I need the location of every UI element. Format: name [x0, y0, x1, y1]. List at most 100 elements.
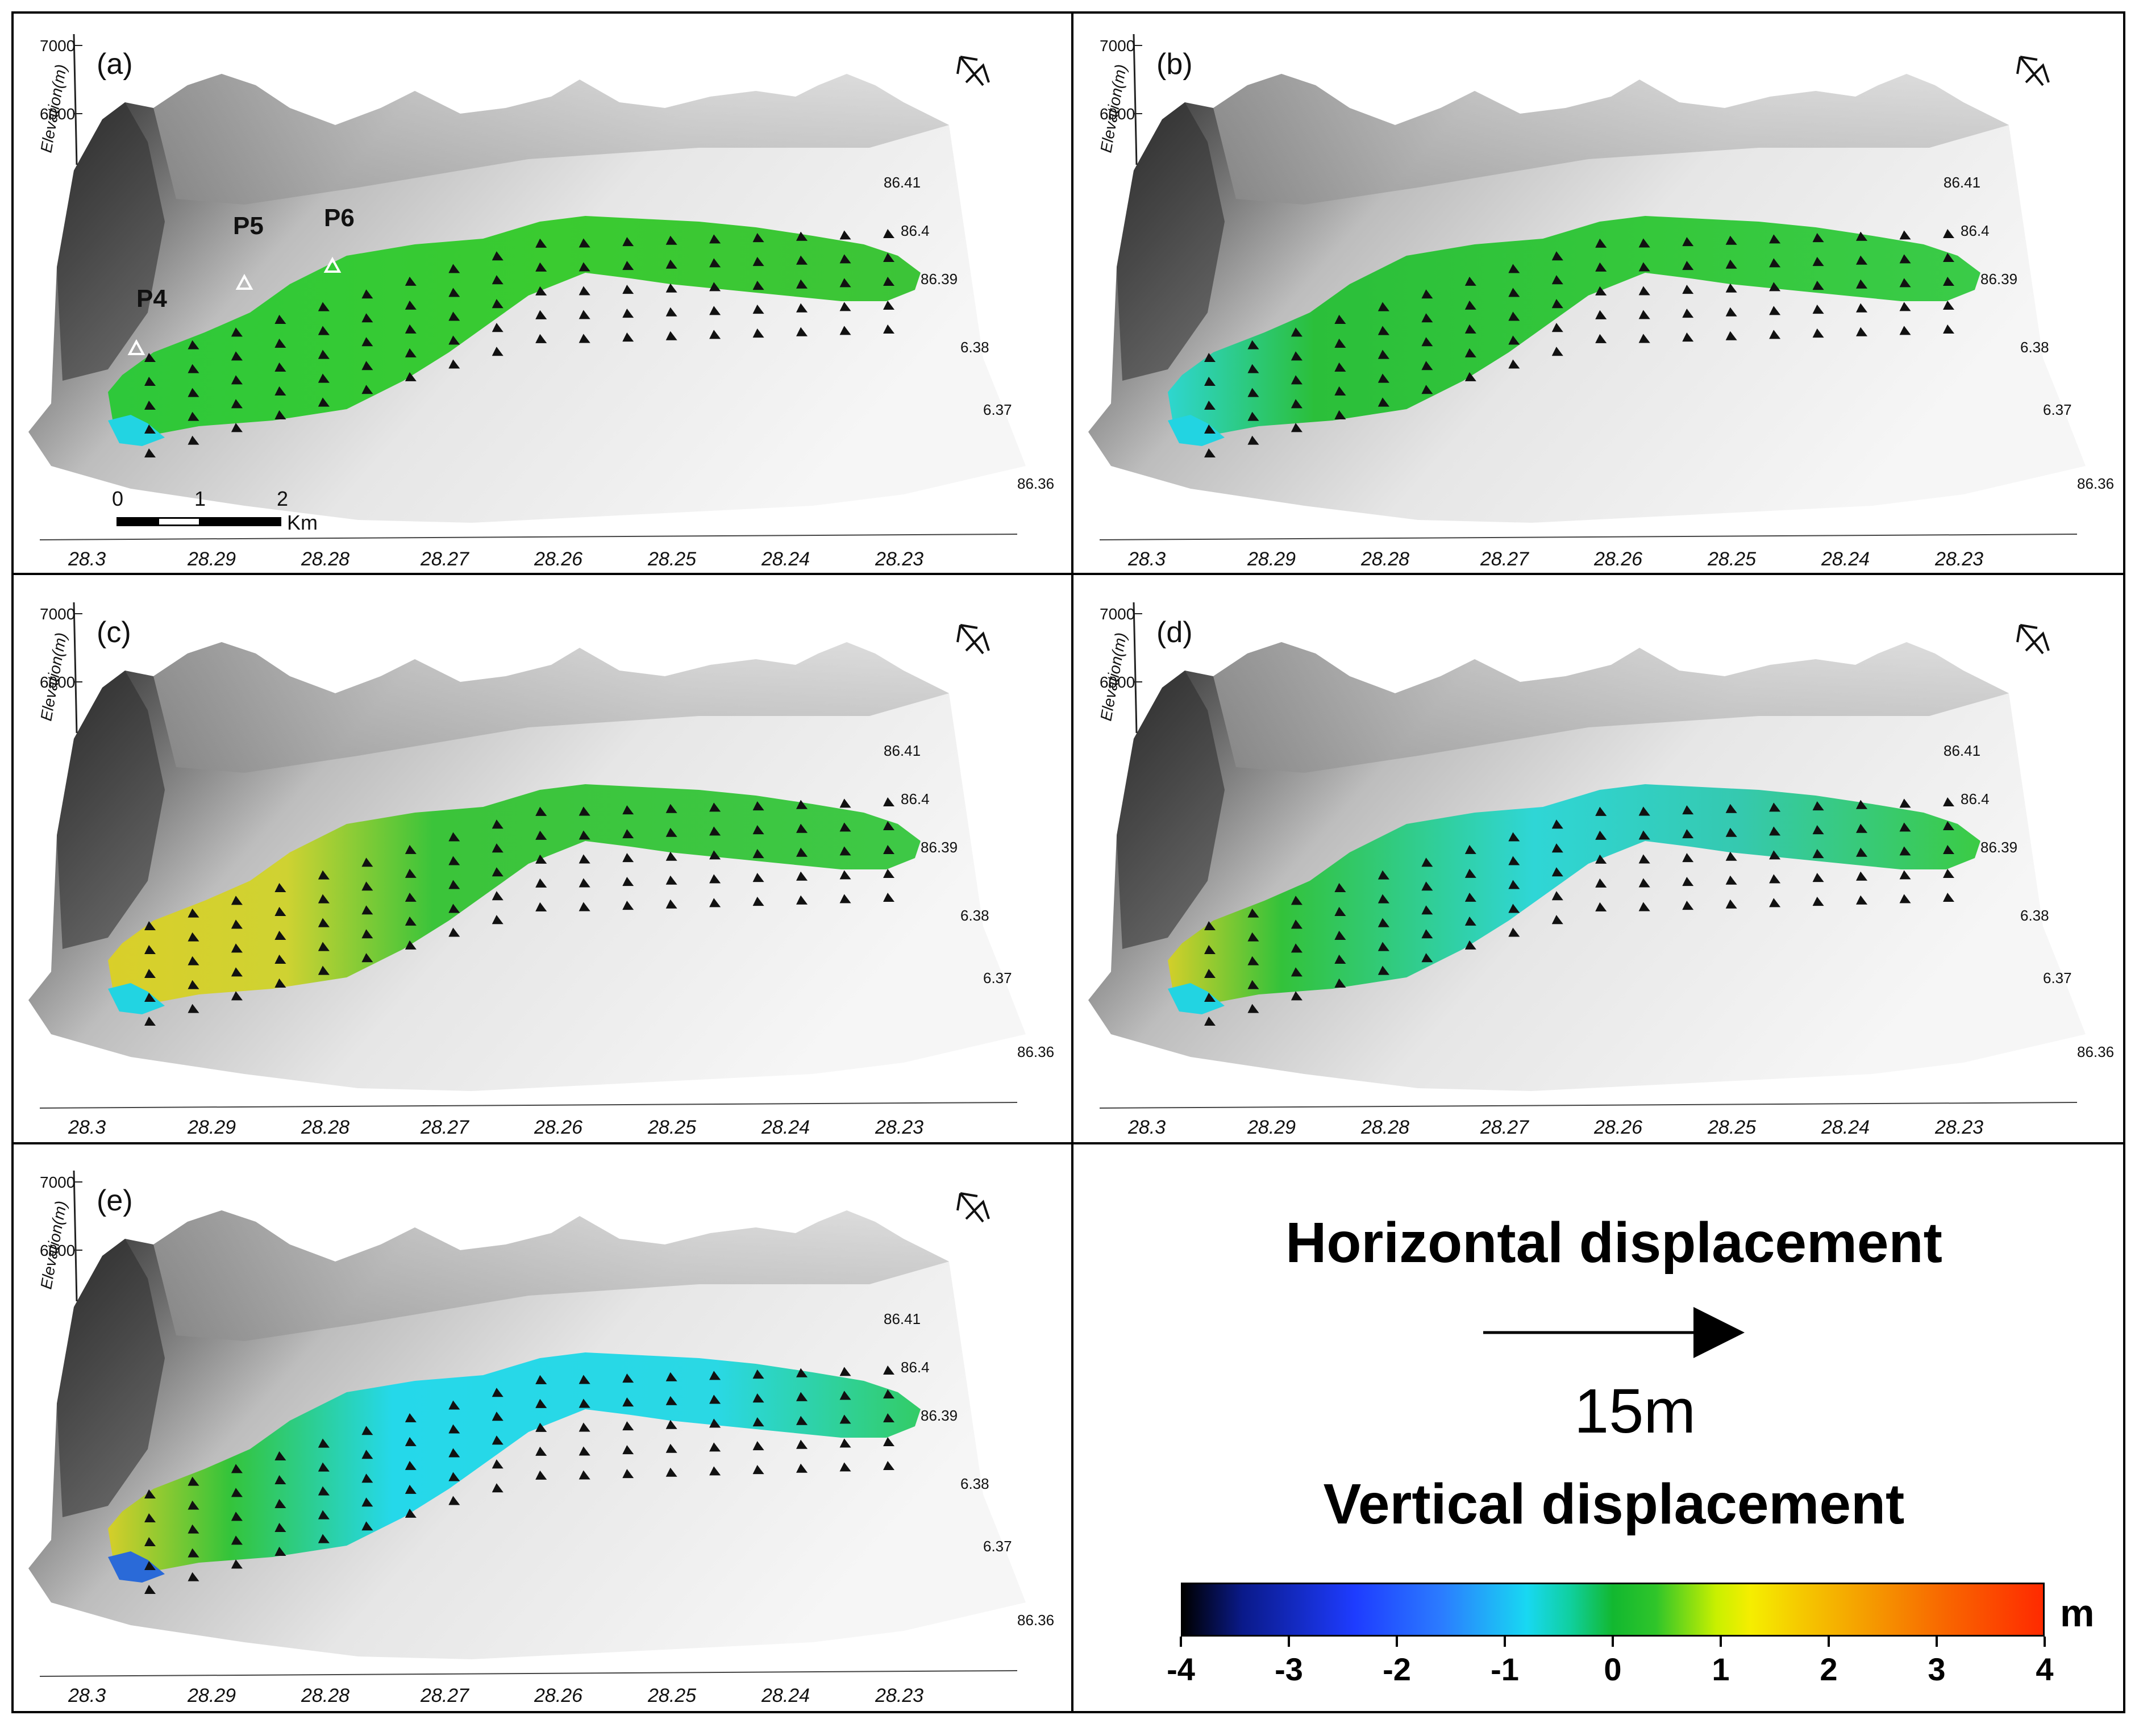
displacement-arrow: [188, 1548, 199, 1558]
displacement-arrow: [1508, 311, 1520, 321]
displacement-arrow: [1334, 338, 1346, 348]
displacement-arrow: [492, 891, 503, 901]
displacement-arrow: [1464, 940, 1476, 950]
latitude-tick-label: 28.3: [1127, 1117, 1166, 1138]
displacement-arrow: [448, 311, 460, 321]
latitude-tick-label: 28.28: [1360, 548, 1409, 570]
displacement-arrow: [1204, 448, 1216, 458]
displacement-arrow: [709, 330, 721, 339]
displacement-arrow: [1421, 929, 1433, 939]
displacement-arrow: [622, 1469, 634, 1479]
displacement-arrow: [839, 1391, 851, 1400]
displacement-arrow: [665, 804, 677, 813]
displacement-arrow: [274, 386, 286, 396]
displacement-arrow: [144, 448, 156, 458]
displacement-arrow: [1942, 868, 1955, 879]
glacier-displacement-field: [1168, 216, 1980, 435]
displacement-arrow: [709, 874, 721, 884]
displacement-arrow: [492, 867, 503, 877]
displacement-arrow: [1508, 359, 1520, 369]
panel-divider-horizontal-1: [11, 573, 2125, 575]
displacement-arrow: [665, 235, 677, 245]
displacement-arrow: [1247, 1004, 1259, 1013]
displacement-arrow: [535, 1375, 547, 1384]
displacement-arrow: [709, 1371, 721, 1380]
displacement-arrow: [361, 857, 373, 867]
longitude-tick-label: 86.4: [901, 1359, 930, 1376]
displacement-arrow: [622, 805, 634, 815]
displacement-arrow: [1464, 868, 1476, 878]
displacement-arrow: [665, 1467, 677, 1477]
latitude-tick-label: 28.28: [301, 1685, 349, 1706]
displacement-arrow: [492, 275, 503, 285]
displacement-arrow: [1291, 919, 1302, 929]
displacement-arrow: [144, 1016, 156, 1026]
displacement-arrow: [622, 309, 634, 318]
displacement-arrow: [1247, 411, 1259, 421]
displacement-arrow: [492, 843, 503, 853]
displacement-arrow: [1638, 238, 1650, 248]
displacement-arrow: [1551, 843, 1563, 853]
longitude-tick-label: 86.36: [1017, 1612, 1054, 1629]
latitude-tick-label: 28.26: [534, 548, 582, 570]
displacement-arrow: [361, 1473, 373, 1483]
displacement-arrow: [1769, 330, 1781, 339]
north-arrow-icon: [956, 1192, 990, 1223]
displacement-arrow: [448, 359, 460, 369]
displacement-arrow: [709, 306, 721, 315]
longitude-tick-label: 86.39: [921, 839, 958, 856]
longitude-tick-label: 86.36: [1017, 475, 1054, 492]
displacement-arrow: [405, 348, 417, 357]
displacement-arrow: [274, 978, 286, 988]
displacement-arrow: [1421, 881, 1433, 891]
displacement-arrow: [665, 899, 677, 909]
displacement-arrow: [1682, 332, 1694, 342]
north-arrow-icon: [2016, 56, 2050, 86]
displacement-arrow: [1247, 340, 1259, 349]
displacement-arrow: [361, 313, 373, 323]
scale-bar-unit: Km: [287, 511, 318, 534]
displacement-arrow: [1595, 286, 1607, 295]
scale-bar-tick: 0: [112, 487, 123, 510]
displacement-arrow: [1334, 362, 1346, 372]
displacement-arrow: [492, 323, 503, 332]
displacement-arrow: [1638, 830, 1650, 840]
survey-point-marker: [323, 256, 342, 273]
latitude-tick-label: 28.24: [761, 548, 810, 570]
displacement-arrow: [231, 896, 243, 905]
displacement-arrow: [361, 929, 373, 939]
displacement-arrow: [1378, 870, 1389, 880]
displacement-arrow: [1725, 283, 1737, 293]
displacement-arrow: [274, 1475, 286, 1484]
displacement-arrow: [579, 854, 590, 864]
displacement-arrow: [274, 954, 286, 964]
displacement-arrow: [1812, 256, 1824, 267]
displacement-arrow: [796, 847, 808, 857]
displacement-arrow: [405, 1413, 417, 1422]
displacement-arrow: [231, 991, 243, 1001]
displacement-arrow: [318, 1534, 330, 1543]
displacement-arrow: [318, 1486, 330, 1496]
displacement-arrow: [1942, 821, 1955, 831]
arrow-scale-label: 15m: [1574, 1376, 1696, 1446]
displacement-arrow: [188, 411, 199, 421]
panel-label: (e): [97, 1184, 133, 1217]
displacement-arrow: [1682, 829, 1694, 839]
displacement-arrow: [274, 410, 286, 419]
north-arrow-icon: [2016, 624, 2050, 655]
map-panel-c: (c) 7000 6000 Elevation(m) 28.3 28.29 28.28 28.…: [17, 585, 1074, 1139]
displacement-arrow: [1855, 871, 1868, 881]
displacement-arrow: [188, 980, 199, 989]
displacement-arrow: [1204, 352, 1216, 363]
displacement-arrow: [492, 1459, 503, 1469]
latitude-tick-label: 28.24: [1821, 1117, 1870, 1138]
displacement-arrow: [231, 919, 243, 929]
longitude-tick-label: 86.36: [2077, 475, 2114, 492]
displacement-arrow: [622, 237, 634, 247]
displacement-arrow: [1812, 825, 1824, 835]
displacement-arrow: [1638, 262, 1650, 272]
displacement-arrow: [318, 965, 330, 975]
displacement-arrow: [1595, 238, 1607, 248]
displacement-arrow: [1682, 237, 1694, 247]
